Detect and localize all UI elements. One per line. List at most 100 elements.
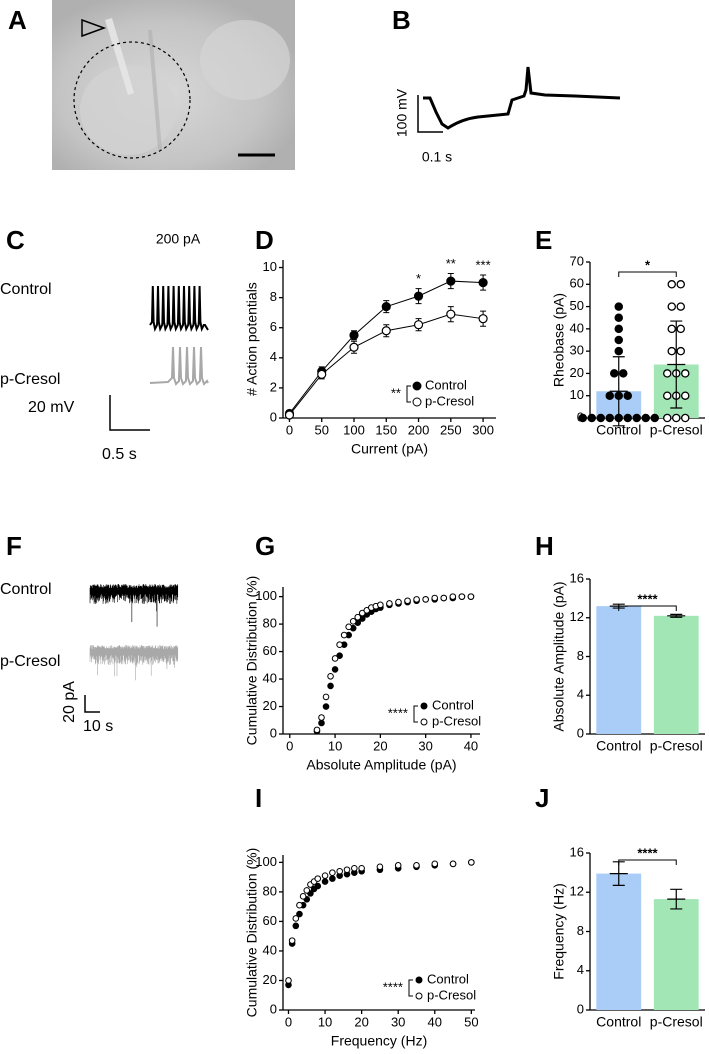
- x-tick-label: 100: [343, 422, 365, 437]
- data-point: [431, 594, 439, 602]
- data-point: [413, 291, 424, 301]
- micrograph: [52, 0, 295, 170]
- data-point: [449, 593, 457, 600]
- y-tick-label: 20: [570, 365, 584, 380]
- data-point: [596, 413, 606, 423]
- significance: *: [645, 257, 651, 272]
- y-tick-label: 70: [570, 253, 584, 268]
- y-tick-label: 8: [270, 289, 277, 304]
- x-tick-label: 20: [373, 738, 387, 753]
- y-tick-label: 60: [263, 913, 277, 928]
- x-tick-label: 300: [472, 422, 494, 437]
- data-point: [329, 869, 336, 877]
- data-point: [667, 280, 677, 289]
- panel-letter: J: [535, 783, 549, 813]
- voltage-trace: [149, 285, 209, 333]
- y-tick-label: 30: [570, 343, 584, 358]
- data-point: [614, 335, 624, 345]
- scale-bar: [417, 95, 443, 133]
- stimulus-label: 200 pA: [156, 231, 201, 247]
- data-point: [413, 596, 420, 603]
- legend-marker: [412, 381, 422, 391]
- y-tick-label: 16: [570, 844, 584, 859]
- x-tick-label: 50: [314, 422, 328, 437]
- significance: *: [416, 271, 421, 286]
- x-axis-label: Current (pA): [351, 441, 428, 457]
- y-tick-label: 8: [577, 923, 584, 938]
- data-point: [331, 655, 339, 662]
- data-point: [377, 601, 384, 609]
- data-point: [321, 878, 329, 885]
- y-tick-label: 12: [570, 609, 584, 624]
- y-tick-label: 80: [263, 883, 277, 898]
- y-tick-label: 40: [263, 670, 277, 685]
- legend-marker: [420, 718, 428, 726]
- panel-letter: G: [255, 531, 275, 561]
- data-point: [650, 413, 660, 423]
- x-tick-label: 0: [286, 422, 293, 437]
- y-axis-label: # Action potentials: [244, 282, 260, 396]
- x-tick-label: 30: [418, 738, 432, 753]
- trace-label: p-Cresol: [0, 653, 60, 670]
- data-point: [340, 631, 348, 639]
- y-tick-label: 0: [577, 725, 584, 740]
- data-point: [623, 413, 633, 423]
- data-point: [395, 598, 402, 606]
- y-tick-label: 50: [570, 298, 584, 313]
- legend-label: p-Cresol: [427, 987, 476, 1002]
- data-point: [468, 859, 475, 866]
- data-point: [327, 672, 334, 680]
- x-tick-label: 200: [408, 422, 430, 437]
- y-axis-label: Cumulative Distribution (%): [244, 848, 260, 1018]
- data-point: [614, 324, 624, 334]
- legend-bracket: [408, 979, 413, 997]
- y-tick-label: 0: [270, 1001, 277, 1016]
- y-tick-label: 40: [570, 320, 584, 335]
- y-tick-label: 4: [270, 349, 277, 364]
- bar: [653, 615, 699, 734]
- category-label: Control: [596, 422, 641, 438]
- data-point: [458, 593, 466, 600]
- panel-letter: D: [255, 225, 274, 255]
- data-point: [681, 391, 690, 400]
- data-point: [641, 413, 651, 423]
- current-trace: [89, 645, 179, 681]
- y-axis-label: Cumulative Distribution (%): [244, 576, 260, 746]
- x-tick-label: 40: [428, 1014, 442, 1029]
- data-point: [610, 369, 619, 378]
- data-point: [663, 369, 672, 378]
- data-point: [296, 910, 303, 918]
- data-point: [422, 596, 429, 603]
- y-tick-label: 0: [577, 1001, 584, 1016]
- x-tick-label: 0: [285, 1014, 292, 1029]
- category-label: p-Cresol: [650, 422, 703, 438]
- trace-label: Control: [0, 581, 52, 598]
- category-label: p-Cresol: [650, 1014, 703, 1030]
- data-point: [676, 346, 686, 356]
- legend-stat: ****: [383, 979, 403, 994]
- legend-stat: ****: [388, 705, 408, 720]
- data-point: [322, 693, 330, 701]
- data-point: [331, 666, 339, 673]
- data-point: [676, 324, 686, 334]
- data-point: [321, 872, 329, 879]
- data-point: [431, 860, 439, 868]
- data-point: [288, 937, 296, 944]
- data-point: [632, 413, 642, 423]
- significance: ****: [637, 845, 658, 860]
- y-tick-label: 80: [263, 616, 277, 631]
- data-point: [672, 413, 681, 423]
- legend-stat: **: [391, 385, 401, 400]
- data-point: [299, 893, 307, 900]
- y-tick-label: 4: [577, 962, 584, 977]
- y-tick-label: 0: [270, 409, 277, 424]
- significance: ***: [475, 257, 490, 272]
- bar: [596, 873, 642, 1010]
- data-point: [681, 413, 690, 423]
- data-point: [413, 862, 420, 869]
- y-tick-label: 6: [270, 319, 277, 334]
- legend-label: p-Cresol: [425, 393, 474, 408]
- data-point: [605, 413, 615, 423]
- y-axis-label: Absolute Amplitude (pA): [551, 581, 567, 731]
